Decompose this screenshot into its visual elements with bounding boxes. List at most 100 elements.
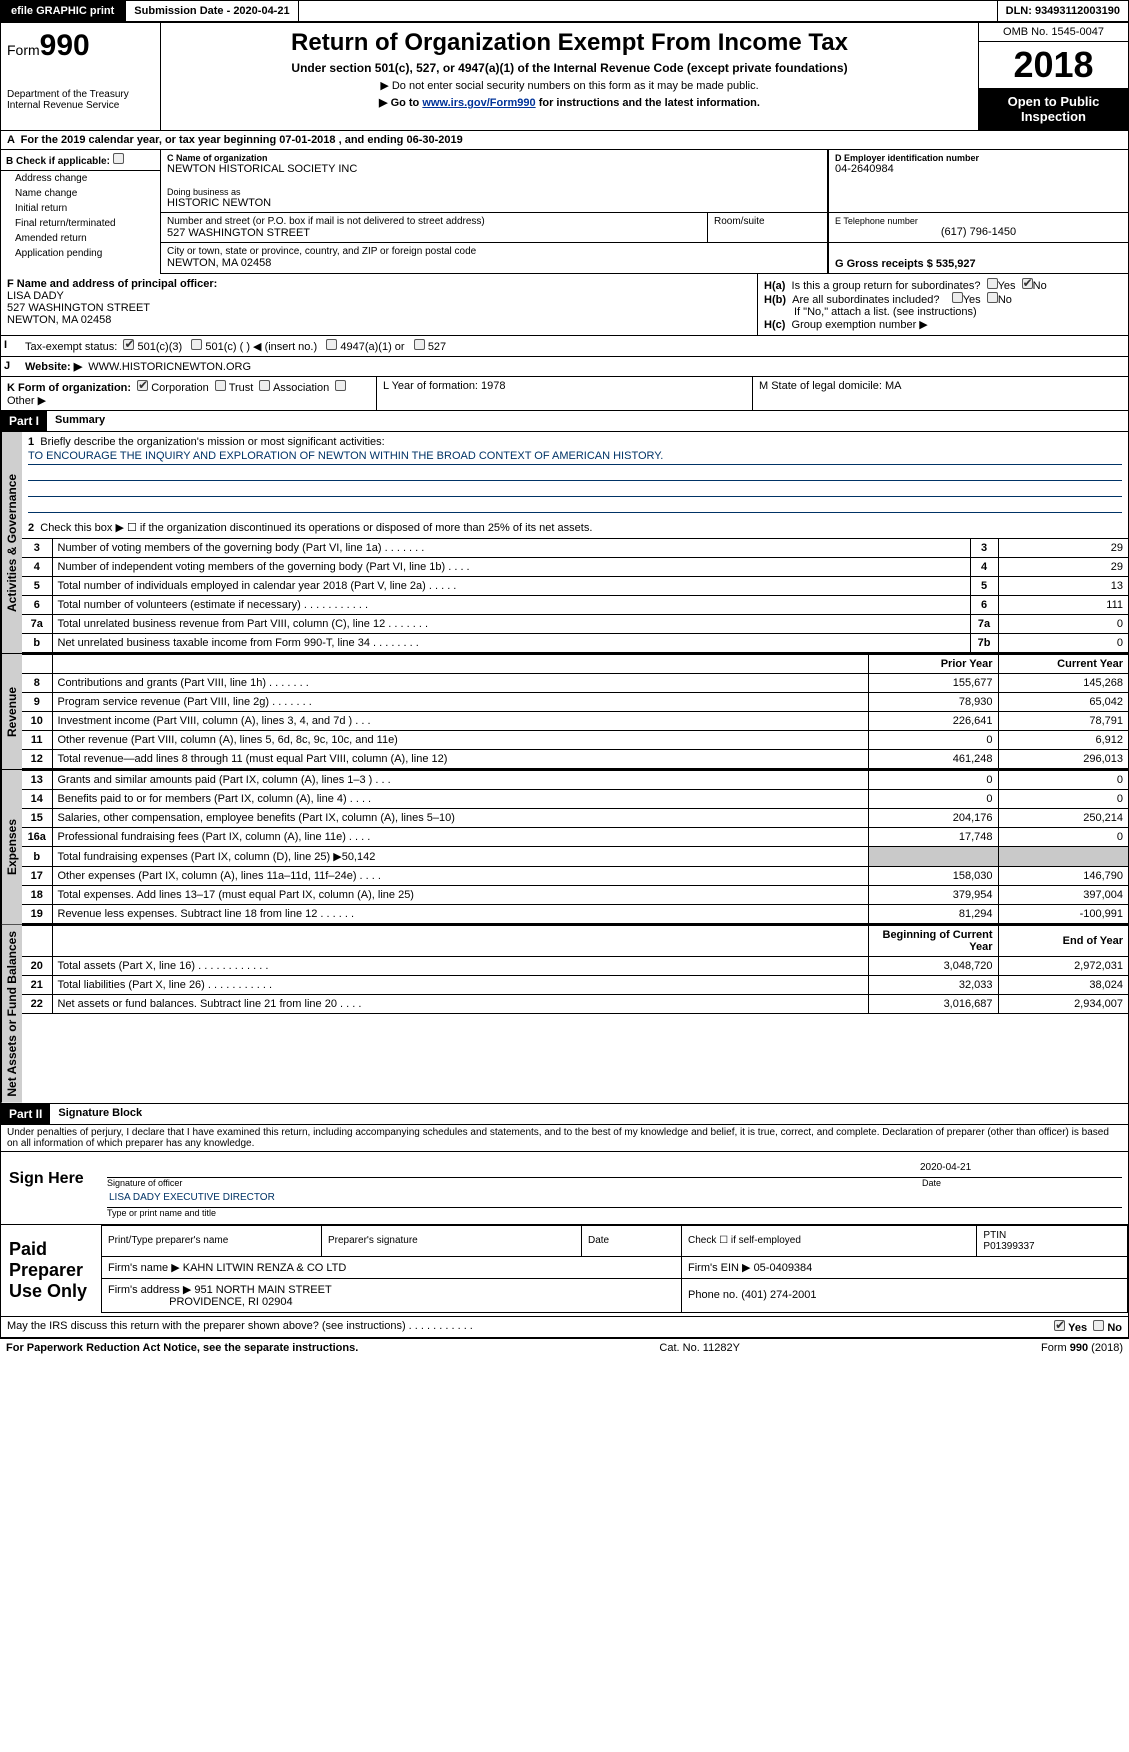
form-no-footer: Form 990 (2018) xyxy=(1041,1342,1123,1354)
mission-blank1 xyxy=(28,465,1122,481)
firm-addr-cell: Firm's address ▶ 951 NORTH MAIN STREET P… xyxy=(102,1278,682,1312)
line-desc: Investment income (Part VIII, column (A)… xyxy=(52,712,868,731)
line-desc: Total number of individuals employed in … xyxy=(52,577,970,596)
form-header-center: Return of Organization Exempt From Incom… xyxy=(161,23,978,130)
e-label: E Telephone number xyxy=(835,216,1122,226)
k-trust-checkbox[interactable] xyxy=(215,380,226,391)
4947-checkbox[interactable] xyxy=(326,339,337,350)
line-num: 21 xyxy=(22,976,52,995)
ptin-value: P01399337 xyxy=(983,1241,1034,1252)
line-box: 7a xyxy=(970,615,998,634)
city-value: NEWTON, MA 02458 xyxy=(167,257,821,269)
line-val: 111 xyxy=(998,596,1128,615)
firm-addr-label: Firm's address ▶ xyxy=(108,1284,191,1296)
hb-yes-checkbox[interactable] xyxy=(952,292,963,303)
table-row: 16aProfessional fundraising fees (Part I… xyxy=(22,828,1128,847)
q2-row: 2 Check this box ▶ ☐ if the organization… xyxy=(28,521,1122,534)
chk-label: Initial return xyxy=(15,203,67,214)
row-a-mid: , and ending xyxy=(339,134,407,146)
omb-number: OMB No. 1545-0047 xyxy=(979,23,1128,42)
current-year-val: 2,934,007 xyxy=(998,995,1128,1014)
discuss-yes-checkbox[interactable] xyxy=(1054,1320,1065,1331)
line-desc: Other expenses (Part IX, column (A), lin… xyxy=(52,867,868,886)
efile-button[interactable]: efile GRAPHIC print xyxy=(0,0,125,22)
line-num: 15 xyxy=(22,809,52,828)
table-row: 10Investment income (Part VIII, column (… xyxy=(22,712,1128,731)
table-row: 19Revenue less expenses. Subtract line 1… xyxy=(22,905,1128,924)
k-assoc: Association xyxy=(273,382,329,394)
note2-pre: ▶ Go to xyxy=(379,97,422,109)
line-desc: Program service revenue (Part VIII, line… xyxy=(52,693,868,712)
hb-text: Are all subordinates included? xyxy=(792,294,939,306)
prior-year-val: 461,248 xyxy=(868,750,998,769)
firm-addr2: PROVIDENCE, RI 02904 xyxy=(169,1296,293,1308)
ha-row: H(a) Is this a group return for subordin… xyxy=(764,278,1122,292)
hb-no-checkbox[interactable] xyxy=(987,292,998,303)
501c-checkbox[interactable] xyxy=(191,339,202,350)
prior-year-val: 155,677 xyxy=(868,674,998,693)
firm-ein-label: Firm's EIN ▶ xyxy=(688,1262,751,1274)
d-label: D Employer identification number xyxy=(835,153,1122,163)
hc-label: H(c) xyxy=(764,319,785,331)
j-text: Website: ▶ xyxy=(25,361,82,373)
line-desc: Total expenses. Add lines 13–17 (must eq… xyxy=(52,886,868,905)
discuss-no: No xyxy=(1107,1322,1122,1334)
dept2: Internal Revenue Service xyxy=(7,100,119,111)
chk-initial-return[interactable]: Initial return xyxy=(1,201,160,216)
discuss-no-checkbox[interactable] xyxy=(1093,1320,1104,1331)
chk-amended[interactable]: Amended return xyxy=(1,231,160,246)
gross-receipts-box: G Gross receipts $ 535,927 xyxy=(828,243,1128,274)
k-other: Other ▶ xyxy=(7,395,46,407)
officer-name-title: LISA DADY EXECUTIVE DIRECTOR xyxy=(109,1192,275,1203)
line-num: 9 xyxy=(22,693,52,712)
h-questions: H(a) Is this a group return for subordin… xyxy=(758,274,1128,335)
yes-label: Yes xyxy=(963,294,981,306)
chk-final-return[interactable]: Final return/terminated xyxy=(1,216,160,231)
phone-value: (617) 796-1450 xyxy=(835,226,1122,238)
line-num: 7a xyxy=(22,615,52,634)
checkbox-icon[interactable] xyxy=(113,153,124,164)
chk-name-change[interactable]: Name change xyxy=(1,186,160,201)
ha-no-checkbox[interactable] xyxy=(1022,278,1033,289)
527-checkbox[interactable] xyxy=(414,339,425,350)
ptin-label: PTIN xyxy=(983,1230,1006,1241)
chk-address-change[interactable]: Address change xyxy=(1,171,160,186)
table-row: 11Other revenue (Part VIII, column (A), … xyxy=(22,731,1128,750)
line-desc: Revenue less expenses. Subtract line 18 … xyxy=(52,905,868,924)
line-num: 13 xyxy=(22,771,52,790)
firm-ein-cell: Firm's EIN ▶ 05-0409384 xyxy=(682,1256,1128,1278)
line-val: 0 xyxy=(998,615,1128,634)
line-desc: Net unrelated business taxable income fr… xyxy=(52,634,970,653)
row-a-pre: For the 2019 calendar year, or tax year … xyxy=(21,134,280,146)
chk-app-pending[interactable]: Application pending xyxy=(1,246,160,261)
end-year-header: End of Year xyxy=(998,926,1128,957)
expenses-body: 13Grants and similar amounts paid (Part … xyxy=(22,770,1128,924)
row-a-tax-year: A For the 2019 calendar year, or tax yea… xyxy=(0,131,1129,150)
form-number: Form990 xyxy=(7,29,154,63)
sig-labels-row: Signature of officer Date xyxy=(107,1178,1122,1188)
note2-post: for instructions and the latest informat… xyxy=(536,97,760,109)
part1-tag: Part I xyxy=(1,411,47,431)
irs-link[interactable]: www.irs.gov/Form990 xyxy=(422,97,535,109)
line-num: 18 xyxy=(22,886,52,905)
net-assets-table: Beginning of Current Year End of Year 20… xyxy=(22,925,1128,1014)
note-ssn: ▶ Do not enter social security numbers o… xyxy=(171,79,968,92)
501c3-checkbox[interactable] xyxy=(123,339,134,350)
ha-yes-checkbox[interactable] xyxy=(987,278,998,289)
ha-label: H(a) xyxy=(764,280,785,292)
k-corp-checkbox[interactable] xyxy=(137,380,148,391)
table-row: 9Program service revenue (Part VIII, lin… xyxy=(22,693,1128,712)
revenue-body: Prior Year Current Year 8Contributions a… xyxy=(22,654,1128,769)
line-desc: Total revenue—add lines 8 through 11 (mu… xyxy=(52,750,868,769)
net-body: Beginning of Current Year End of Year 20… xyxy=(22,925,1128,1103)
governance-body: 1 Briefly describe the organization's mi… xyxy=(22,432,1128,653)
discuss-text: May the IRS discuss this return with the… xyxy=(7,1320,1054,1334)
k-assoc-checkbox[interactable] xyxy=(259,380,270,391)
line-box: 4 xyxy=(970,558,998,577)
k-other-checkbox[interactable] xyxy=(335,380,346,391)
dln: DLN: 93493112003190 xyxy=(997,0,1129,22)
line-num: 14 xyxy=(22,790,52,809)
form-header: Form990 Department of the Treasury Inter… xyxy=(0,22,1129,131)
chk-label: Address change xyxy=(15,173,87,184)
line-desc: Grants and similar amounts paid (Part IX… xyxy=(52,771,868,790)
